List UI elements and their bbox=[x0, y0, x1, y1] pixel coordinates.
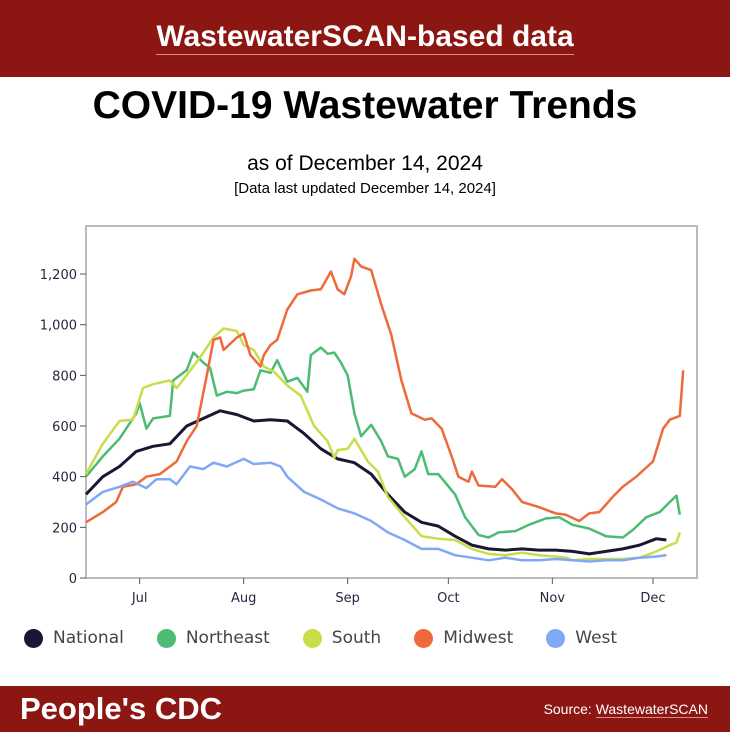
legend: National Northeast South Midwest West bbox=[24, 628, 650, 648]
legend-dot-icon bbox=[546, 628, 566, 648]
brand-logo: People's CDC bbox=[20, 691, 223, 726]
subtitle: as of December 14, 2024 bbox=[247, 152, 483, 175]
x-tick-label: Jul bbox=[131, 591, 148, 606]
series-line-northeast bbox=[85, 346, 682, 539]
legend-label: South bbox=[331, 628, 382, 648]
y-tick-label: 600 bbox=[52, 420, 77, 435]
y-tick-label: 400 bbox=[52, 471, 77, 486]
x-tick-label: Aug bbox=[231, 591, 256, 606]
x-tick-label: Dec bbox=[640, 591, 665, 606]
x-tick-label: Sep bbox=[335, 591, 360, 606]
source-label: Source: bbox=[543, 701, 592, 717]
source: Source: WastewaterSCAN bbox=[543, 701, 708, 718]
legend-item-midwest: Midwest bbox=[414, 628, 513, 648]
y-tick-label: 800 bbox=[52, 369, 77, 384]
y-tick-label: 1,200 bbox=[40, 268, 77, 283]
page-title: COVID-19 Wastewater Trends bbox=[92, 84, 638, 127]
header-title: WastewaterSCAN-based data bbox=[156, 20, 574, 55]
legend-item-northeast: Northeast bbox=[156, 628, 270, 648]
y-tick-label: 1,000 bbox=[40, 319, 77, 334]
plot-frame bbox=[85, 225, 698, 579]
legend-label: National bbox=[53, 628, 124, 648]
legend-dot-icon bbox=[302, 628, 322, 648]
legend-dot-icon bbox=[414, 628, 434, 648]
line-chart: 0 200 400 600 800 1,000 1,200 Jul Aug Sep Oct Nov De… bbox=[40, 225, 698, 606]
header-banner: WastewaterSCAN-based data bbox=[0, 0, 730, 77]
series-line-midwest bbox=[85, 257, 685, 524]
source-link[interactable]: WastewaterSCAN bbox=[595, 701, 708, 718]
x-tick-label: Oct bbox=[437, 591, 459, 606]
y-tick-label: 200 bbox=[52, 521, 77, 536]
x-tick-label: Nov bbox=[540, 591, 566, 606]
legend-label: Midwest bbox=[443, 628, 514, 648]
series-line-west bbox=[85, 457, 667, 563]
last-updated: [Data last updated December 14, 2024] bbox=[234, 180, 496, 197]
legend-item-south: South bbox=[302, 628, 382, 648]
y-tick-label: 0 bbox=[69, 572, 77, 587]
legend-label: West bbox=[575, 628, 618, 648]
legend-dot-icon bbox=[24, 628, 43, 648]
legend-label: Northeast bbox=[185, 628, 270, 648]
series-line-national bbox=[84, 409, 667, 556]
legend-dot-icon bbox=[156, 628, 176, 648]
legend-item-west: West bbox=[546, 628, 617, 648]
legend-item-national: National bbox=[24, 628, 124, 648]
footer-banner: People's CDC Source: WastewaterSCAN bbox=[0, 686, 730, 732]
